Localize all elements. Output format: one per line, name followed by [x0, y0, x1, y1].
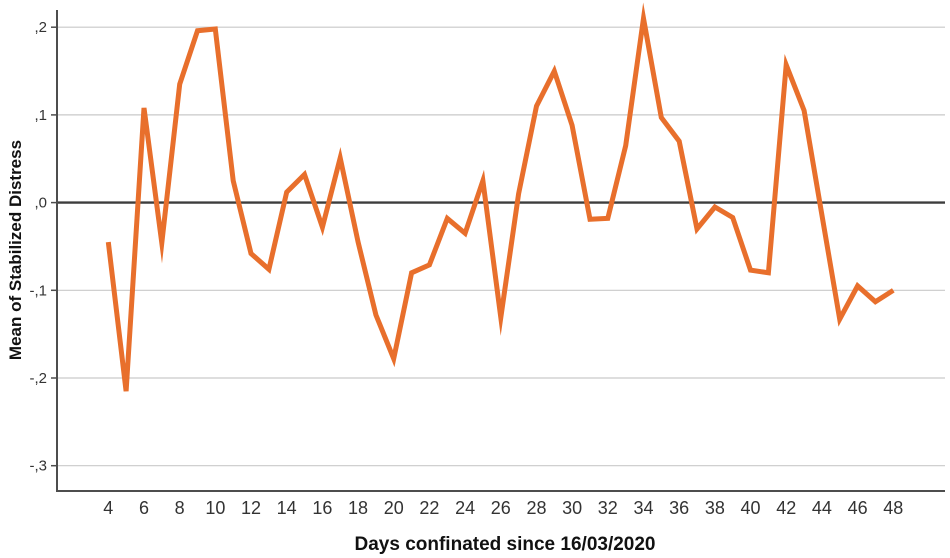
x-tick-label: 26: [491, 498, 511, 518]
x-tick-label: 14: [277, 498, 297, 518]
x-tick-label: 12: [241, 498, 261, 518]
x-tick-label: 24: [455, 498, 475, 518]
x-tick-label: 44: [812, 498, 832, 518]
x-tick-label: 28: [526, 498, 546, 518]
x-tick-label: 16: [312, 498, 332, 518]
x-tick-label: 8: [175, 498, 185, 518]
x-tick-label: 30: [562, 498, 582, 518]
y-tick-label: -,1: [29, 282, 47, 299]
x-tick-label: 48: [883, 498, 903, 518]
x-tick-label: 46: [848, 498, 868, 518]
x-tick-label: 32: [598, 498, 618, 518]
x-tick-label: 6: [139, 498, 149, 518]
x-tick-label: 42: [776, 498, 796, 518]
x-tick-label: 38: [705, 498, 725, 518]
y-tick-label: ,1: [34, 107, 47, 124]
x-tick-label: 36: [669, 498, 689, 518]
y-tick-label: ,2: [34, 19, 47, 36]
y-tick-label: -,3: [29, 458, 47, 475]
y-axis-title: Mean of Stabilized Distress: [6, 139, 25, 361]
x-axis-title: Days confinated since 16/03/2020: [354, 534, 656, 555]
x-tick-label: 22: [419, 498, 439, 518]
distress-line-series: [105, 2, 895, 392]
x-tick-label: 18: [348, 498, 368, 518]
x-tick-label: 40: [741, 498, 761, 518]
y-tick-label: -,2: [29, 370, 47, 387]
x-tick-label: 4: [103, 498, 113, 518]
x-tick-label: 10: [205, 498, 225, 518]
x-tick-label: 20: [384, 498, 404, 518]
y-tick-label: ,0: [34, 195, 47, 212]
x-tick-label: 34: [633, 498, 653, 518]
